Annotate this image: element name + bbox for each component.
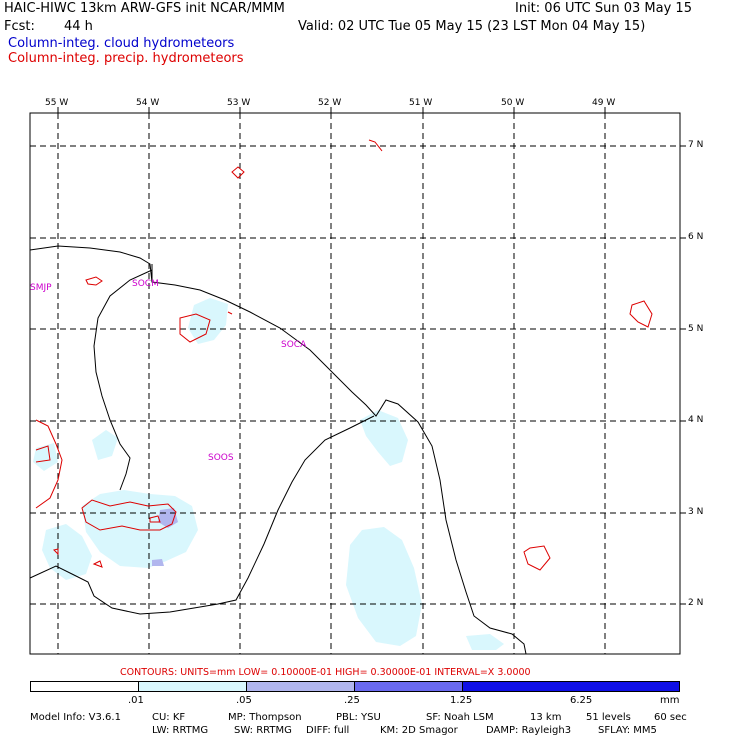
precip-contours (35, 139, 653, 571)
model-info: DIFF: full (306, 725, 350, 736)
lon-label: 50 W (501, 98, 525, 108)
forecast-hour: 44 h (64, 19, 93, 34)
station-label: SOOS (208, 453, 234, 463)
colorbar-segment (246, 681, 355, 692)
lon-label: 52 W (318, 98, 342, 108)
lat-label: 5 N (688, 324, 704, 334)
model-info: 51 levels (586, 712, 631, 723)
valid-time: Valid: 02 UTC Tue 05 May 15 (23 LST Mon … (298, 19, 646, 34)
lon-label: 54 W (136, 98, 160, 108)
lon-label: 51 W (409, 98, 433, 108)
model-info: CU: KF (152, 712, 186, 723)
lat-label: 2 N (688, 598, 704, 608)
legend-cloud: Column-integ. cloud hydrometeors (8, 36, 235, 51)
colorbar-segment (462, 681, 680, 692)
colorbar-segment (30, 681, 139, 692)
model-info: PBL: YSU (336, 712, 381, 723)
init-time: Init: 06 UTC Sun 03 May 15 (515, 1, 692, 16)
cloud-hydrometeor-fills (33, 298, 504, 650)
axis-ticks (57, 107, 686, 605)
lon-label: 49 W (592, 98, 616, 108)
colorbar-units: mm (660, 695, 680, 706)
lat-lon-grid (30, 113, 680, 654)
lat-label: 4 N (688, 415, 704, 425)
chart-title: HAIC-HIWC 13km ARW-GFS init NCAR/MMM (4, 1, 285, 16)
forecast-label: Fcst: (4, 19, 35, 34)
station-label: SOCM (132, 279, 159, 289)
model-info: DAMP: Rayleigh3 (486, 725, 572, 736)
coastlines-borders (29, 245, 527, 655)
lon-label: 55 W (45, 98, 69, 108)
colorbar-segment (138, 681, 247, 692)
colorbar-label: .05 (236, 695, 252, 706)
lat-label: 6 N (688, 232, 704, 242)
colorbar-label: .01 (128, 695, 144, 706)
model-info: KM: 2D Smagor (380, 725, 458, 736)
model-info: LW: RRTMG (152, 725, 209, 736)
model-info: 60 sec (654, 712, 687, 723)
colorbar-label: 6.25 (570, 695, 593, 706)
legend-precip: Column-integ. precip. hydrometeors (8, 51, 244, 66)
colorbar-label: 1.25 (450, 695, 473, 706)
model-info: SW: RRTMG (234, 725, 292, 736)
colorbar-label: .25 (344, 695, 360, 706)
lon-label: 53 W (227, 98, 251, 108)
station-label: SOCA (281, 340, 307, 350)
model-info: 13 km (530, 712, 562, 723)
model-info: Model Info: V3.6.1 (30, 712, 121, 723)
lat-label: 7 N (688, 140, 704, 150)
map-frame (29, 112, 681, 655)
model-info: MP: Thompson (228, 712, 302, 723)
lat-label: 3 N (688, 507, 704, 517)
model-info: SFLAY: MM5 (598, 725, 657, 736)
model-info: SF: Noah LSM (426, 712, 494, 723)
contour-info: CONTOURS: UNITS=mm LOW= 0.10000E-01 HIGH… (120, 667, 531, 678)
station-label: SMJP (30, 283, 52, 293)
colorbar-segment (354, 681, 463, 692)
